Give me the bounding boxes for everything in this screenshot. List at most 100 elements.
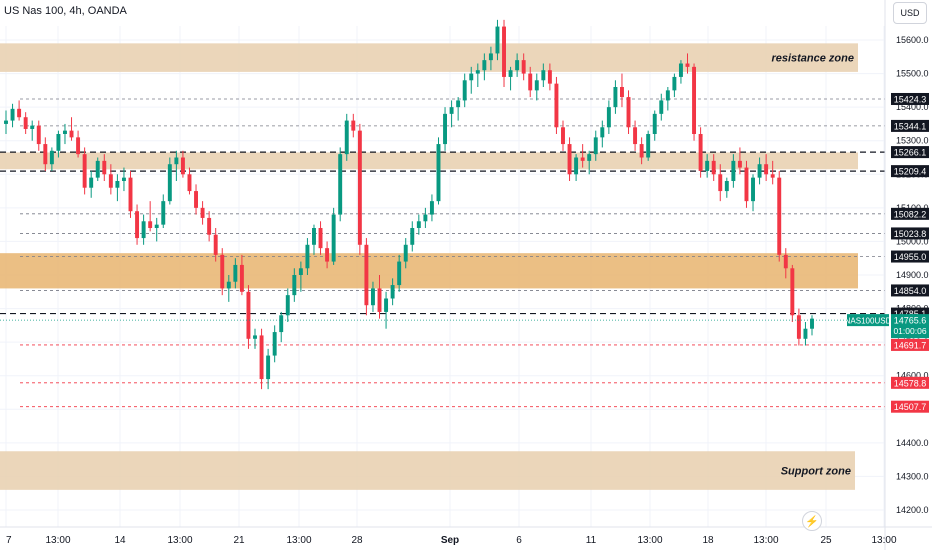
- candle-body: [233, 264, 238, 282]
- candle-body: [810, 318, 814, 329]
- candle-body: [724, 181, 729, 192]
- candle-body: [364, 244, 369, 306]
- candle-body: [272, 332, 277, 356]
- level-tag: [891, 250, 929, 263]
- y-tick-label: 15600.0: [896, 35, 929, 45]
- candle-body: [436, 144, 441, 202]
- candle-body: [148, 221, 153, 228]
- candle-body: [502, 26, 506, 77]
- candle-body: [154, 224, 159, 228]
- candle-body: [89, 177, 94, 188]
- candle-body: [606, 107, 611, 128]
- y-tick-label: 14400.0: [896, 438, 929, 448]
- candle-body: [331, 214, 336, 262]
- candle-body: [141, 221, 146, 239]
- candle-body: [23, 117, 28, 129]
- candle-body: [239, 264, 244, 292]
- candle-body: [783, 254, 788, 269]
- candle-body: [285, 295, 290, 316]
- candle-body: [76, 137, 81, 155]
- x-tick-label: 13:00: [637, 535, 662, 546]
- y-tick-label: 15300.0: [896, 136, 929, 146]
- candle-body: [561, 127, 565, 145]
- candle-body: [259, 335, 264, 380]
- candle-body: [115, 181, 120, 188]
- candle-body: [482, 60, 487, 71]
- candle-body: [266, 355, 271, 380]
- level-tag: [891, 207, 929, 220]
- candle-body: [370, 288, 375, 306]
- candle-body: [69, 130, 74, 138]
- level-tag: [891, 119, 929, 132]
- level-tag-label: 14854.0: [894, 286, 927, 296]
- y-tick-label: 14200.0: [896, 505, 929, 515]
- candle-body: [351, 120, 356, 131]
- candle-body: [318, 228, 323, 249]
- candle-body: [194, 191, 198, 208]
- level-tag-label: 15082.2: [894, 209, 927, 219]
- candle-body: [705, 160, 710, 171]
- lightning-icon[interactable]: ⚡: [802, 511, 822, 531]
- level-tag-label: 14578.8: [894, 378, 927, 388]
- candle-body: [633, 127, 638, 145]
- candle-body: [796, 315, 801, 339]
- candle-body: [698, 134, 703, 171]
- level-tag: [891, 338, 929, 351]
- candle-body: [10, 108, 15, 121]
- candle-body: [764, 164, 769, 175]
- level-tag-label: 15209.4: [894, 167, 927, 177]
- candle-body: [744, 167, 749, 202]
- currency-selector[interactable]: USD: [893, 2, 927, 24]
- symbol-tag-label: NAS100USD: [845, 317, 892, 326]
- candle-body: [226, 281, 231, 289]
- candle-body: [279, 315, 284, 333]
- price-axis[interactable]: [885, 0, 932, 550]
- candle-body: [541, 70, 546, 81]
- candle-body: [49, 150, 54, 165]
- candle-body: [685, 63, 690, 67]
- candle-body: [325, 248, 330, 262]
- candle-body: [711, 160, 716, 175]
- candle-body: [36, 125, 41, 145]
- candle-body: [187, 174, 192, 192]
- candle-body: [515, 60, 520, 71]
- candle-body: [534, 80, 539, 91]
- candle-body: [207, 217, 212, 235]
- candle-body: [547, 70, 552, 84]
- candle-body: [338, 154, 343, 215]
- candle-body: [737, 160, 742, 168]
- level-tag: [891, 400, 929, 413]
- candle-body: [508, 70, 513, 77]
- y-tick-label: 15500.0: [896, 69, 929, 79]
- level-tag: [891, 165, 929, 178]
- candle-body: [292, 275, 297, 296]
- candle-body: [620, 87, 624, 98]
- level-tag-label: 14507.7: [894, 402, 927, 412]
- candle-body: [121, 177, 126, 181]
- candle-body: [357, 130, 362, 245]
- candle-body: [95, 160, 100, 178]
- level-tag-label: 15266.1: [894, 148, 927, 158]
- x-tick-label: 7: [6, 535, 12, 546]
- y-tick-label: 14600.0: [896, 371, 929, 381]
- candle-body: [475, 70, 480, 74]
- current-price-tag: [891, 314, 929, 339]
- candle-body: [659, 100, 664, 114]
- x-tick-label: 28: [351, 535, 363, 546]
- current-price-label: 14765.6: [894, 316, 927, 326]
- candle-body: [174, 157, 179, 165]
- candle-body: [449, 107, 454, 114]
- zone-label: resistance zone: [771, 53, 854, 65]
- candle-body: [397, 261, 402, 286]
- candle-body: [161, 201, 166, 225]
- candle-body: [344, 120, 349, 155]
- x-tick-label: 13:00: [167, 535, 192, 546]
- candle-body: [593, 137, 598, 155]
- candle-body: [495, 26, 500, 54]
- level-tag-label: 14955.0: [894, 252, 927, 262]
- x-tick-label: 21: [233, 535, 245, 546]
- candle-body: [521, 60, 526, 74]
- candle-body: [646, 134, 651, 158]
